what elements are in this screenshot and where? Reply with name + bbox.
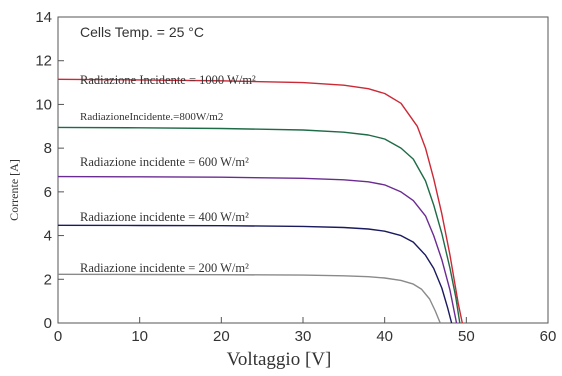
- x-tick-label: 0: [54, 328, 62, 345]
- y-tick-label: 14: [35, 9, 52, 26]
- axis-ticks: 0 10 20 30 40 50 60 0 2 4 6 8 10 12 14: [35, 9, 556, 345]
- annotation-800: RadiazioneIncidente.=800W/m2: [80, 111, 223, 123]
- series-line-0: [57, 78, 463, 324]
- series-line-2: [57, 175, 458, 324]
- x-tick-label: 50: [458, 328, 475, 345]
- series-line-3: [57, 224, 453, 324]
- y-tick-label: 0: [44, 315, 52, 332]
- y-tick-label: 12: [35, 53, 52, 70]
- plot-frame: [57, 16, 549, 324]
- x-tick-label: 10: [131, 328, 148, 345]
- annotation-cells-temp: Cells Temp. = 25 °C: [80, 24, 204, 40]
- x-tick-label: 40: [376, 328, 393, 345]
- x-tick-label: 20: [213, 328, 230, 345]
- y-tick-label: 10: [35, 96, 52, 113]
- series-line-4: [57, 273, 441, 324]
- annotation-1000: Radiazione Incidente = 1000 W/m²: [80, 73, 256, 87]
- x-tick-label: 60: [540, 328, 557, 345]
- y-tick-label: 4: [44, 228, 52, 245]
- series-line-1: [57, 126, 461, 324]
- y-axis-label: Corrente [A]: [7, 159, 21, 221]
- annotation-400: Radiazione incidente = 400 W/m²: [80, 210, 249, 224]
- y-tick-label: 2: [44, 271, 52, 288]
- y-tick-label: 6: [44, 184, 52, 201]
- x-axis-label: Voltaggio [V]: [227, 349, 332, 370]
- annotation-600: Radiazione incidente = 600 W/m²: [80, 155, 249, 169]
- series-lines: [57, 78, 463, 324]
- x-tick-label: 30: [295, 328, 312, 345]
- annotation-200: Radiazione incidente = 200 W/m²: [80, 261, 249, 275]
- y-tick-label: 8: [44, 140, 52, 157]
